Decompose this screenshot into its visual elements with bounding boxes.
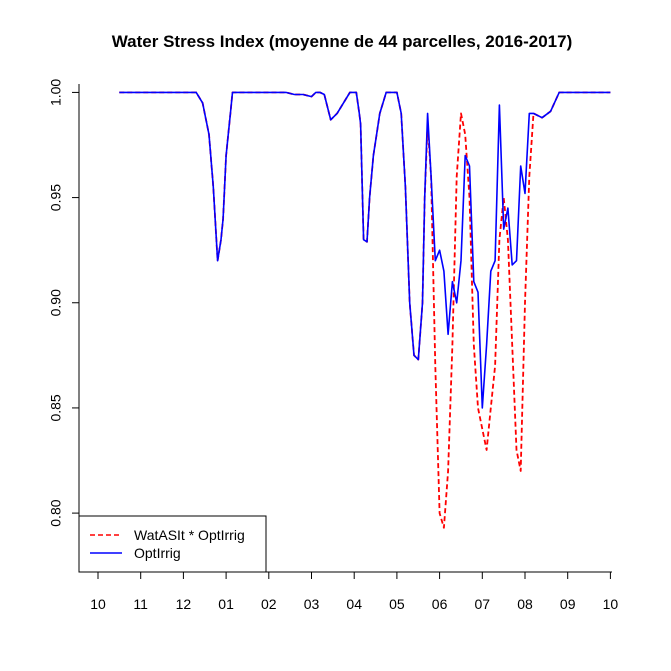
x-tick-label: 03 [304, 596, 320, 612]
x-tick-label: 07 [475, 596, 491, 612]
y-tick-label: 0.90 [48, 289, 64, 316]
y-tick-label: 0.95 [48, 184, 64, 211]
y-tick-label: 0.85 [48, 394, 64, 421]
x-tick-label: 05 [389, 596, 405, 612]
x-tick-label: 12 [176, 596, 192, 612]
series-layer [119, 91, 611, 529]
chart-title: Water Stress Index (moyenne de 44 parcel… [112, 32, 573, 51]
x-axis: 10 11 12 01 02 03 04 05 06 07 08 09 10 [79, 571, 619, 612]
x-tick-label: 02 [261, 596, 277, 612]
legend: WatASIt * OptIrrig OptIrrig [78, 515, 267, 573]
x-tick-label: 08 [517, 596, 533, 612]
legend-label: WatASIt * OptIrrig [134, 527, 245, 543]
x-tick-label: 04 [346, 596, 362, 612]
x-tick-label: 10 [603, 596, 619, 612]
x-tick-label: 06 [432, 596, 448, 612]
plot-box [79, 84, 612, 572]
x-tick-label: 11 [133, 596, 148, 612]
x-tick-label: 01 [218, 596, 234, 612]
y-axis: 0.80 0.85 0.90 0.95 1.00 [48, 79, 80, 572]
x-tick-label: 09 [560, 596, 576, 612]
x-tick-label: 10 [90, 596, 106, 612]
y-tick-label: 1.00 [48, 79, 64, 106]
y-tick-label: 0.80 [48, 499, 64, 526]
plot-area [79, 84, 612, 572]
series-line-watasit-optirrig [119, 91, 611, 529]
series-line-optirrig [119, 91, 611, 409]
legend-label: OptIrrig [134, 545, 181, 561]
legend-box [78, 515, 267, 573]
